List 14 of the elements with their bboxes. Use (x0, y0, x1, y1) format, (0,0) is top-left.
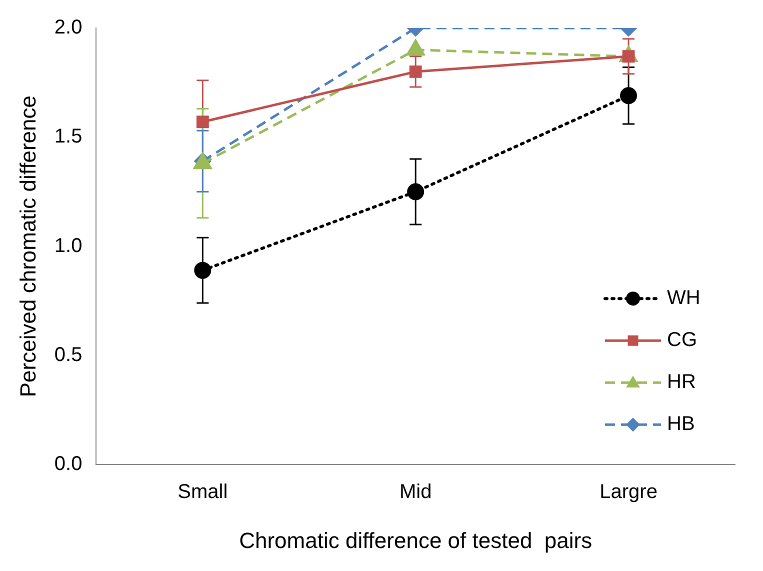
y-tick-label: 0.5 (54, 344, 82, 366)
legend-label: HB (667, 413, 695, 436)
y-tick-label: 1.0 (54, 234, 82, 257)
y-tick-label: 1.5 (54, 126, 82, 148)
x-tick-label: Mid (399, 481, 432, 504)
x-tick-label: Largre (600, 481, 658, 504)
y-axis-title: Perceived chromatic difference (15, 95, 40, 398)
legend-label: WH (667, 287, 700, 310)
y-tick-label: 0.0 (54, 453, 82, 476)
legend-label: CG (667, 329, 697, 352)
y-tick-label: 2.0 (54, 16, 82, 39)
x-tick-label: Small (178, 481, 228, 504)
x-axis-title: Chromatic difference of tested pairs (239, 528, 592, 553)
legend-label: HR (667, 371, 696, 394)
